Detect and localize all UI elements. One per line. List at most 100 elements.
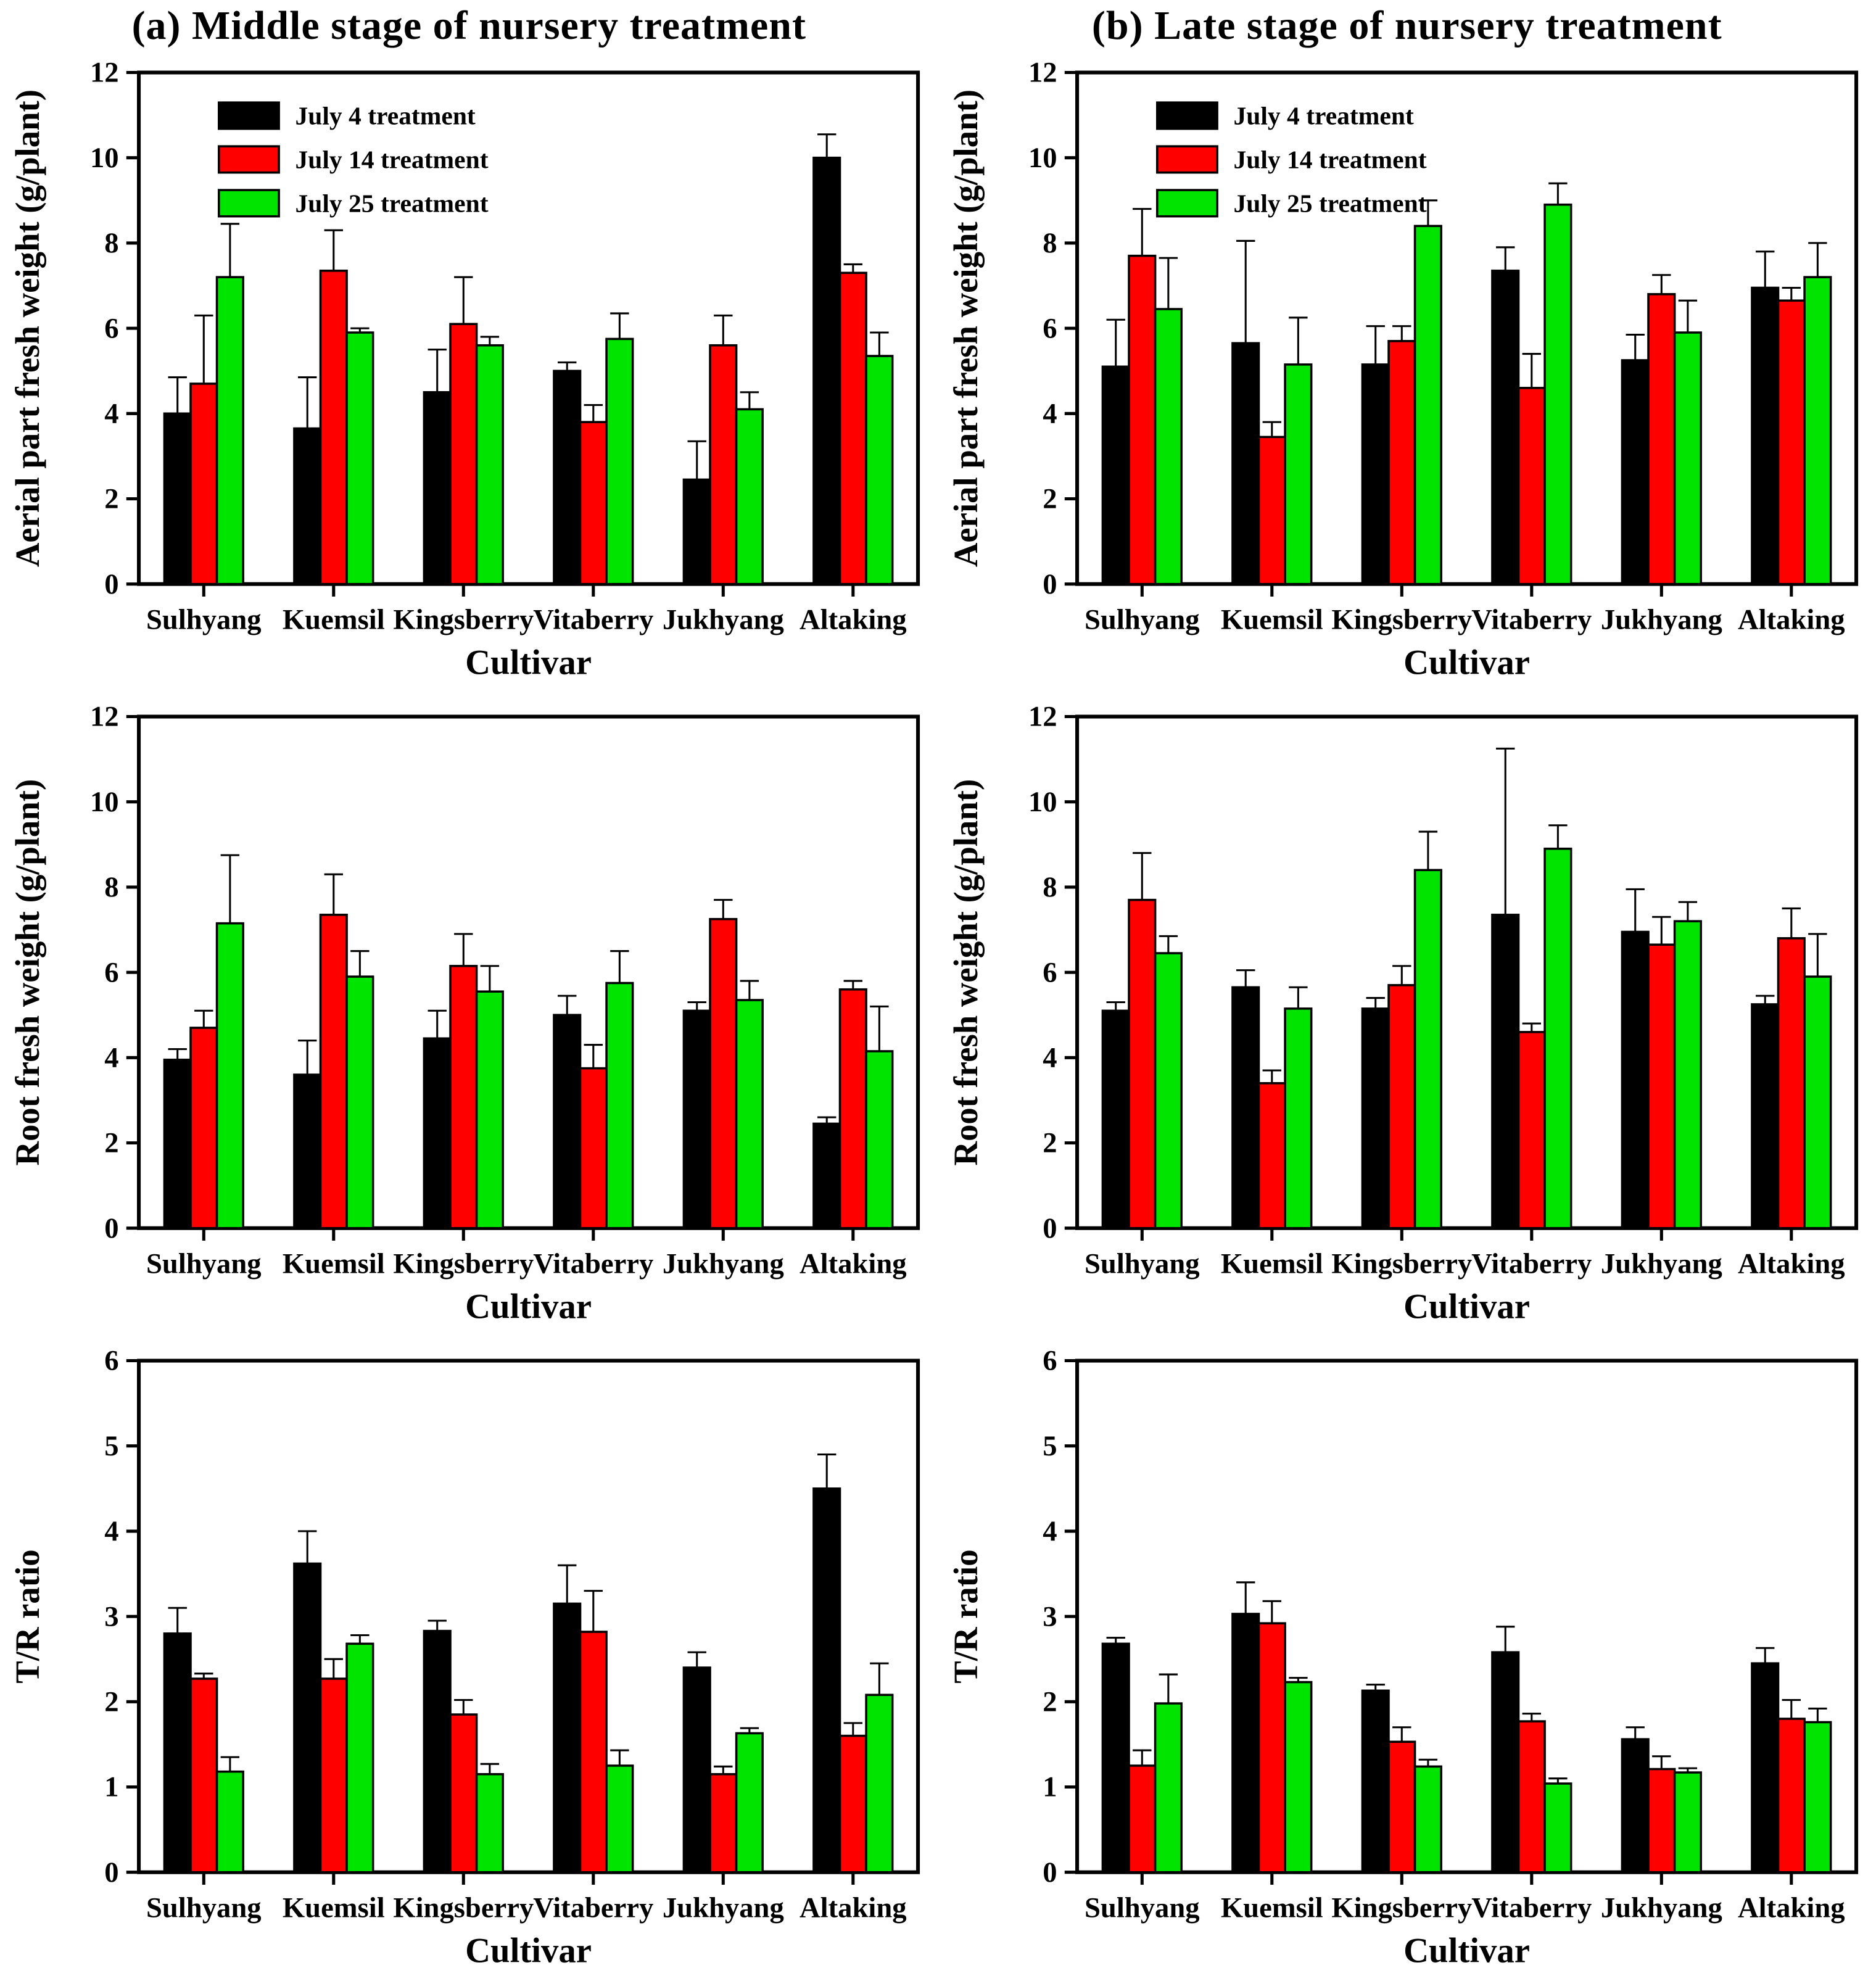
bar-tr-ratio-middle-5-2 xyxy=(866,1695,893,1872)
x-category-label: Sulhyang xyxy=(1085,1892,1200,1924)
bar-root-late-2-0 xyxy=(1362,1008,1389,1228)
x-category-label: Vitaberry xyxy=(1471,603,1592,635)
bar-tr-ratio-late-4-0 xyxy=(1622,1739,1648,1872)
bar-root-middle-1-1 xyxy=(321,914,347,1228)
x-axis-title: Cultivar xyxy=(1403,1287,1530,1326)
y-tick-label: 8 xyxy=(104,871,118,903)
y-tick-label: 6 xyxy=(1043,956,1057,988)
legend-label-0: July 4 treatment xyxy=(295,101,475,130)
y-tick-label: 12 xyxy=(90,56,119,88)
bar-root-middle-0-1 xyxy=(191,1028,217,1228)
x-category-label: Vitaberry xyxy=(1471,1892,1592,1924)
bar-aerial-late-1-1 xyxy=(1258,437,1285,584)
bar-root-late-1-1 xyxy=(1258,1083,1285,1228)
x-category-label: Jukhyang xyxy=(663,603,784,635)
bar-aerial-middle-3-2 xyxy=(606,339,633,584)
bar-aerial-late-3-2 xyxy=(1545,204,1571,584)
x-category-label: Kingsberry xyxy=(393,1247,534,1280)
x-category-label: Kingsberry xyxy=(1331,1892,1472,1924)
x-category-label: Altaking xyxy=(800,1247,907,1280)
bar-aerial-late-4-2 xyxy=(1674,333,1701,584)
legend-label-1: July 14 treatment xyxy=(1233,145,1426,173)
bar-tr-ratio-middle-4-0 xyxy=(684,1668,710,1872)
legend-label-2: July 25 treatment xyxy=(295,189,488,217)
x-category-label: Kuemsil xyxy=(1220,603,1323,635)
bar-tr-ratio-middle-1-1 xyxy=(321,1679,347,1872)
x-category-label: Kingsberry xyxy=(1331,1247,1472,1280)
bar-root-middle-1-0 xyxy=(294,1075,321,1228)
x-category-label: Altaking xyxy=(1738,1247,1845,1280)
bar-root-late-5-2 xyxy=(1804,977,1831,1228)
plot-frame xyxy=(139,1360,918,1872)
bar-aerial-late-3-0 xyxy=(1492,270,1518,584)
x-category-label: Sulhyang xyxy=(1085,603,1200,635)
bar-root-middle-2-0 xyxy=(424,1038,450,1228)
bar-aerial-late-1-2 xyxy=(1285,364,1312,584)
legend-swatch-2 xyxy=(219,190,279,217)
y-tick-label: 3 xyxy=(104,1600,118,1632)
bar-aerial-late-0-2 xyxy=(1155,309,1181,584)
x-axis-title: Cultivar xyxy=(465,1287,592,1326)
bar-tr-ratio-late-5-2 xyxy=(1804,1722,1831,1872)
bar-root-middle-5-0 xyxy=(814,1123,840,1228)
x-category-label: Altaking xyxy=(800,603,907,635)
bar-tr-ratio-middle-3-1 xyxy=(581,1632,607,1872)
y-tick-label: 0 xyxy=(1043,1856,1057,1888)
panel-a-title: (a) Middle stage of nursery treatment xyxy=(0,4,938,49)
y-tick-label: 1 xyxy=(1043,1771,1057,1803)
legend-swatch-1 xyxy=(219,146,279,173)
y-tick-label: 6 xyxy=(104,312,118,344)
bar-tr-ratio-middle-4-2 xyxy=(737,1733,763,1872)
bar-root-late-4-0 xyxy=(1622,932,1648,1228)
y-tick-label: 6 xyxy=(104,956,118,988)
legend-swatch-2 xyxy=(1157,190,1217,217)
x-category-label: Vitaberry xyxy=(533,1892,653,1924)
legend-swatch-1 xyxy=(1157,146,1217,173)
bar-aerial-middle-0-1 xyxy=(191,384,217,584)
bar-root-late-4-1 xyxy=(1648,945,1675,1228)
x-category-label: Vitaberry xyxy=(533,603,653,635)
bar-tr-ratio-middle-1-0 xyxy=(294,1563,321,1872)
bar-aerial-late-0-0 xyxy=(1102,366,1129,584)
x-category-label: Kingsberry xyxy=(393,1892,534,1924)
bar-tr-ratio-middle-3-0 xyxy=(554,1603,581,1872)
bar-aerial-middle-4-1 xyxy=(710,345,737,584)
x-axis-title: Cultivar xyxy=(465,643,592,682)
bar-tr-ratio-late-1-0 xyxy=(1232,1614,1258,1872)
bar-root-middle-3-2 xyxy=(606,983,633,1228)
bar-aerial-middle-5-1 xyxy=(840,273,867,584)
bar-aerial-middle-1-1 xyxy=(321,270,347,584)
bar-root-late-0-2 xyxy=(1155,953,1181,1228)
y-tick-label: 4 xyxy=(1043,1515,1057,1547)
bar-root-late-1-0 xyxy=(1232,987,1258,1228)
y-tick-label: 4 xyxy=(104,1041,118,1073)
y-tick-label: 4 xyxy=(1043,1041,1057,1073)
y-axis-title: Root fresh weight (g/plant) xyxy=(9,779,46,1165)
legend-swatch-0 xyxy=(1157,102,1217,129)
bar-tr-ratio-late-5-0 xyxy=(1751,1663,1778,1872)
y-tick-label: 6 xyxy=(1043,312,1057,344)
x-axis-title: Cultivar xyxy=(1403,1931,1530,1970)
y-tick-label: 0 xyxy=(1043,568,1057,600)
x-category-label: Altaking xyxy=(800,1892,907,1924)
y-tick-label: 2 xyxy=(104,1127,118,1159)
bar-tr-ratio-middle-3-2 xyxy=(606,1766,633,1872)
bar-root-middle-2-2 xyxy=(477,991,503,1228)
plot-frame xyxy=(139,716,918,1228)
bar-root-middle-3-0 xyxy=(554,1015,581,1228)
plot-frame xyxy=(1077,1360,1856,1872)
y-tick-label: 8 xyxy=(1043,871,1057,903)
y-tick-label: 5 xyxy=(1043,1430,1057,1462)
bar-root-late-3-0 xyxy=(1492,914,1518,1228)
bar-aerial-late-5-1 xyxy=(1778,300,1804,584)
x-category-label: Sulhyang xyxy=(1085,1247,1200,1280)
bar-tr-ratio-late-2-2 xyxy=(1415,1766,1441,1872)
